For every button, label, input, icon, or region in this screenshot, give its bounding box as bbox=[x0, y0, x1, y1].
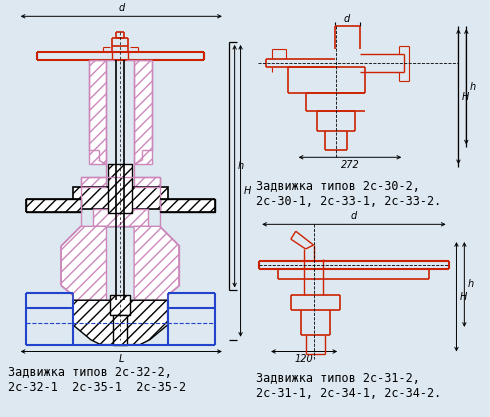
Text: d: d bbox=[118, 3, 124, 13]
Text: 272: 272 bbox=[341, 160, 359, 170]
Bar bbox=[89, 60, 106, 164]
Bar bbox=[108, 164, 132, 214]
Bar bbox=[160, 198, 215, 211]
Text: h: h bbox=[469, 82, 475, 92]
Polygon shape bbox=[73, 300, 168, 344]
Text: 120: 120 bbox=[295, 354, 314, 364]
Polygon shape bbox=[134, 226, 179, 300]
Text: H: H bbox=[460, 292, 467, 302]
Text: Задвижка типов 2с-31-2,: Задвижка типов 2с-31-2, bbox=[256, 372, 420, 385]
Text: h: h bbox=[238, 161, 244, 171]
Bar bbox=[25, 198, 81, 211]
Text: d: d bbox=[351, 211, 357, 221]
Bar bbox=[134, 177, 160, 187]
Text: 2с-30-1, 2с-33-1, 2с-33-2.: 2с-30-1, 2с-33-1, 2с-33-2. bbox=[256, 195, 441, 208]
Text: 2с-32-1  2с-35-1  2с-35-2: 2с-32-1 2с-35-1 2с-35-2 bbox=[8, 381, 186, 394]
Text: h: h bbox=[467, 279, 473, 289]
Text: H: H bbox=[244, 186, 251, 196]
Text: 2с-31-1, 2с-34-1, 2с-34-2.: 2с-31-1, 2с-34-1, 2с-34-2. bbox=[256, 387, 441, 400]
Polygon shape bbox=[61, 226, 106, 300]
Text: Задвижка типов 2с-32-2,: Задвижка типов 2с-32-2, bbox=[8, 366, 172, 379]
Bar bbox=[110, 295, 130, 315]
Text: Задвижка типов 2с-30-2,: Задвижка типов 2с-30-2, bbox=[256, 180, 420, 193]
Text: H: H bbox=[462, 92, 469, 102]
Bar bbox=[106, 208, 134, 226]
Bar bbox=[81, 177, 106, 187]
Bar bbox=[113, 315, 127, 344]
Text: d: d bbox=[344, 14, 350, 24]
Bar bbox=[134, 60, 152, 164]
Bar bbox=[93, 208, 148, 226]
Text: L: L bbox=[119, 354, 124, 364]
Bar bbox=[73, 187, 168, 208]
